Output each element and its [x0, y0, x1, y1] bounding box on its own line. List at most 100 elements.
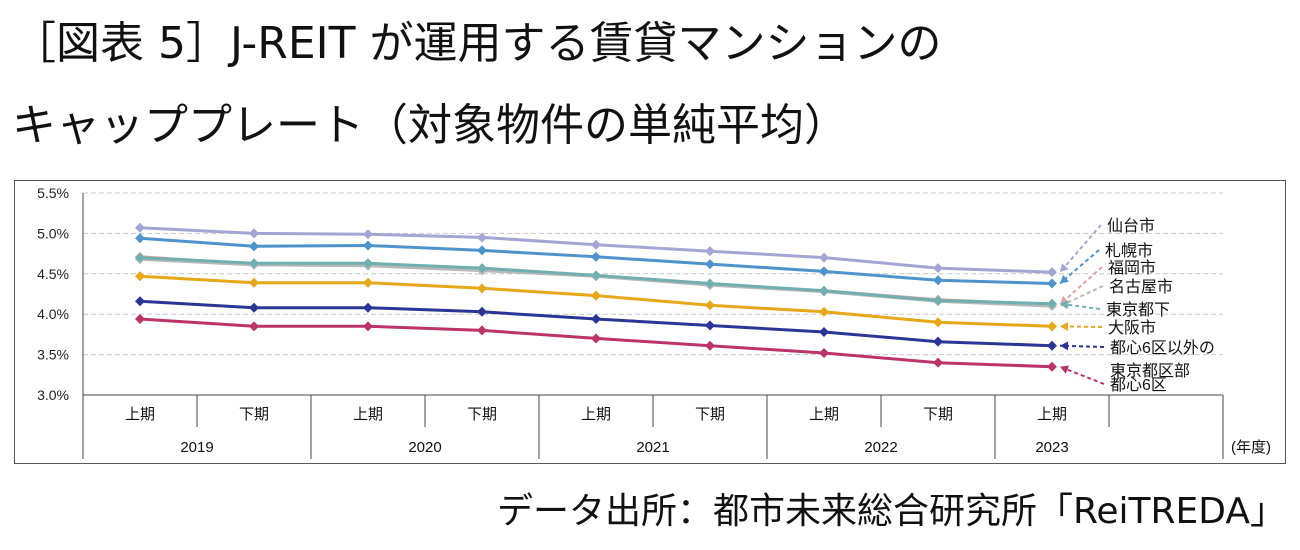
data-point — [819, 347, 829, 358]
y-tick-label: 3.5% — [37, 347, 69, 363]
data-point — [705, 246, 715, 257]
data-point — [135, 252, 145, 263]
data-point — [363, 277, 373, 288]
data-point — [363, 302, 373, 313]
data-point — [249, 321, 259, 332]
data-point — [135, 314, 145, 325]
y-tick-label: 4.0% — [37, 306, 69, 322]
chart-title-line-1: ［図表 5］J-REIT が運用する賃貸マンションの — [12, 18, 942, 69]
data-point — [705, 340, 715, 351]
data-point — [591, 270, 601, 281]
data-source-note: データ出所：都市未来総合研究所「ReiTREDA」 — [496, 491, 1286, 532]
series-end-label: 福岡市 — [1108, 259, 1156, 277]
chart-frame: 3.0% 3.5% 4.0% 4.5% 5.0% 5.5% 上期 下期 上期 下期 上期 下期 上期 下期… — [14, 180, 1286, 464]
data-point — [591, 333, 601, 344]
series-end-label: 仙台市 — [1107, 217, 1155, 235]
series-end-label: 都心6区以外の — [1110, 339, 1215, 357]
series-end-label: 大阪市 — [1108, 319, 1156, 337]
label-leader-line — [1059, 266, 1103, 306]
data-point — [933, 263, 943, 274]
series-end-label: 名古屋市 — [1109, 278, 1173, 296]
data-point — [1047, 267, 1057, 278]
data-point — [819, 326, 829, 337]
label-leader-arrowhead — [1060, 300, 1069, 310]
data-point — [1047, 278, 1057, 289]
data-point — [477, 283, 487, 294]
data-point — [249, 228, 259, 239]
x-period-label: 上期 — [809, 406, 839, 423]
series-end-label: 東京都下 — [1106, 301, 1170, 319]
label-leader-line — [1059, 224, 1102, 273]
chart-title-line-2: キャッププレート（対象物件の単純平均） — [12, 100, 848, 151]
y-tick-label: 4.5% — [37, 266, 69, 282]
data-point — [249, 258, 259, 269]
data-point — [363, 321, 373, 332]
data-point — [135, 222, 145, 233]
line-chart: 3.0% 3.5% 4.0% 4.5% 5.0% 5.5% 上期 下期 上期 下期 上期 下期 上期 下期… — [37, 185, 1271, 459]
label-leader-arrowhead — [1060, 274, 1069, 284]
data-point — [1047, 340, 1057, 351]
data-point — [477, 306, 487, 317]
data-point — [249, 302, 259, 313]
x-period-label: 上期 — [1037, 406, 1067, 423]
data-point — [591, 251, 601, 262]
data-point — [591, 314, 601, 325]
data-point — [1047, 298, 1057, 309]
x-period-label: 上期 — [581, 406, 611, 423]
data-point — [933, 275, 943, 286]
x-year-label: 2021 — [636, 439, 669, 456]
data-point — [477, 263, 487, 274]
x-period-label: 上期 — [353, 406, 383, 423]
y-tick-label: 5.5% — [37, 185, 69, 201]
series-end-label: 東京都区部 — [1110, 362, 1190, 380]
data-point — [933, 336, 943, 347]
data-point — [1047, 361, 1057, 372]
data-point — [705, 300, 715, 311]
label-leader-arrowhead — [1060, 341, 1069, 351]
y-tick-label: 3.0% — [37, 387, 69, 403]
data-point — [933, 317, 943, 328]
data-point — [477, 245, 487, 256]
data-point — [591, 290, 601, 301]
data-point — [1047, 321, 1057, 332]
data-point — [819, 252, 829, 263]
data-point — [477, 325, 487, 336]
series-end-label: 都心6区 — [1110, 376, 1167, 394]
label-leader-line — [1059, 365, 1105, 385]
data-point — [705, 259, 715, 270]
label-leader-arrowhead — [1060, 322, 1069, 331]
data-point — [933, 357, 943, 368]
x-year-label: 2019 — [180, 439, 213, 456]
label-leader-line — [1059, 285, 1104, 308]
x-period-label: 下期 — [467, 406, 497, 423]
x-unit-label: (年度) — [1231, 439, 1271, 456]
data-point — [819, 306, 829, 317]
label-leader-arrowhead — [1060, 263, 1069, 273]
data-point — [933, 295, 943, 306]
data-point — [135, 271, 145, 282]
data-point — [249, 241, 259, 252]
data-point — [363, 229, 373, 240]
label-leader-arrowhead — [1060, 365, 1070, 374]
data-point — [591, 239, 601, 250]
data-point — [477, 232, 487, 243]
data-point — [705, 320, 715, 331]
x-year-label: 2023 — [1035, 439, 1068, 456]
data-point — [363, 240, 373, 251]
x-period-label: 下期 — [923, 406, 953, 423]
data-point — [819, 266, 829, 277]
data-point — [135, 233, 145, 244]
data-point — [363, 258, 373, 269]
x-period-label: 上期 — [125, 406, 155, 423]
data-point — [705, 278, 715, 289]
x-year-label: 2020 — [408, 439, 441, 456]
x-year-label: 2022 — [864, 439, 897, 456]
data-point — [819, 285, 829, 296]
data-point — [249, 277, 259, 288]
data-point — [135, 296, 145, 307]
x-period-label: 下期 — [239, 406, 269, 423]
y-tick-label: 5.0% — [37, 225, 69, 241]
label-leader-line — [1059, 249, 1100, 285]
series-end-label: 札幌市 — [1105, 242, 1153, 260]
x-period-label: 下期 — [695, 406, 725, 423]
